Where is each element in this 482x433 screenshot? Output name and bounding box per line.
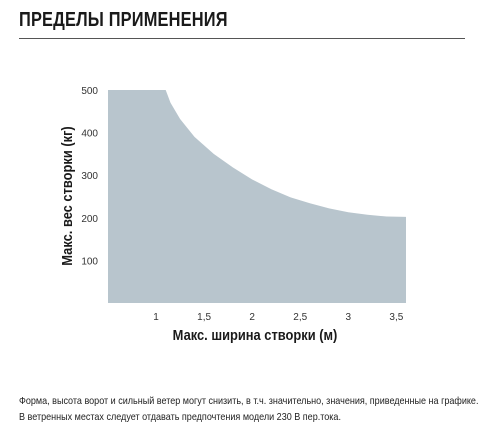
x-tick-label: 1,5 bbox=[197, 312, 211, 323]
plot-area bbox=[108, 90, 406, 303]
y-tick-label: 300 bbox=[81, 171, 98, 182]
area-series bbox=[108, 90, 406, 303]
x-tick-label: 1 bbox=[153, 312, 159, 323]
x-tick-label: 3 bbox=[346, 312, 352, 323]
x-tick-label: 2 bbox=[249, 312, 255, 323]
y-axis-ticks: 100 200 300 400 500 bbox=[81, 86, 98, 267]
title-divider bbox=[19, 38, 465, 39]
y-tick-label: 500 bbox=[81, 86, 98, 97]
x-tick-label: 2,5 bbox=[293, 312, 307, 323]
x-axis-label: Макс. ширина створки (м) bbox=[173, 326, 338, 343]
y-axis-label: Макс. вес створки (кг) bbox=[58, 126, 75, 265]
x-tick-label: 3,5 bbox=[389, 312, 403, 323]
y-tick-label: 200 bbox=[81, 214, 98, 225]
page-title: ПРЕДЕЛЫ ПРИМЕНЕНИЯ bbox=[19, 9, 228, 31]
y-tick-label: 400 bbox=[81, 129, 98, 140]
y-tick-label: 100 bbox=[81, 256, 98, 267]
x-axis-ticks: 1 1,5 2 2,5 3 3,5 bbox=[153, 312, 403, 323]
disclaimer-note: Форма, высота ворот и сильный ветер могу… bbox=[19, 395, 479, 423]
